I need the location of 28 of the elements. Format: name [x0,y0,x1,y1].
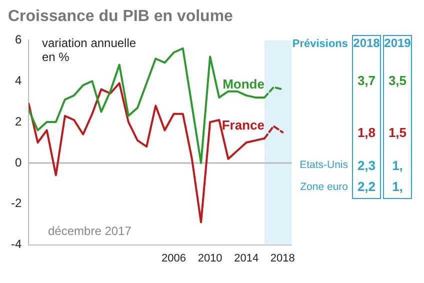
text: Prévisions [292,38,349,50]
series-label: France [222,117,264,132]
y-tick-label: 6 [14,32,22,47]
x-tick-label: 2010 [198,252,222,264]
chart-title: Croissance du PIB en volume [8,8,234,27]
annotation: décembre 2017 [48,224,132,238]
y-axis-title: variation annuelle en % [42,36,138,64]
text: 3,7 [352,50,381,110]
y-tick-label: 2 [14,114,22,128]
text: 1, [383,176,412,198]
text: 1,8 [352,110,381,154]
y-tick-label: -4 [11,237,22,252]
series-label: Monde [222,76,264,92]
x-tick-label: 2006 [162,252,186,264]
text: 2019 [383,35,412,50]
y-tick-label: 4 [14,73,22,88]
text: 2,2 [352,176,381,198]
x-tick-label: 2014 [234,252,259,264]
text: 1,5 [383,110,412,154]
text: Zone euro [299,181,349,193]
y-tick-label: 0 [14,155,22,170]
x-tick-label: 2018 [270,252,295,264]
text: 1, [383,154,412,176]
text: Etats-Unis [298,159,349,171]
text: 3,5 [383,50,412,110]
text: 2,3 [352,154,381,176]
y-tick-label: -2 [11,196,22,210]
text: 2018 [352,35,381,50]
